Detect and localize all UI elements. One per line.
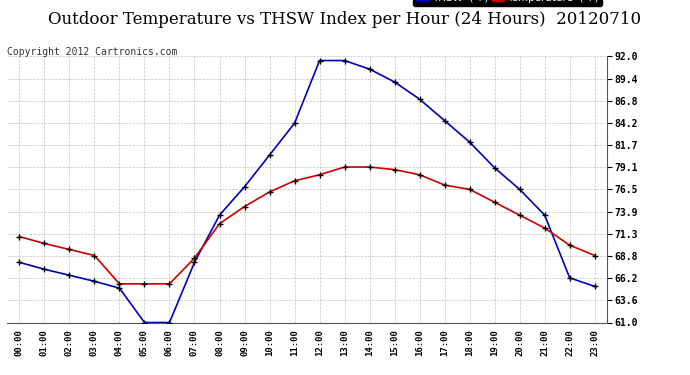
Text: Outdoor Temperature vs THSW Index per Hour (24 Hours)  20120710: Outdoor Temperature vs THSW Index per Ho… bbox=[48, 11, 642, 28]
Text: Copyright 2012 Cartronics.com: Copyright 2012 Cartronics.com bbox=[7, 47, 177, 57]
Legend: THSW  (°F), Temperature  (°F): THSW (°F), Temperature (°F) bbox=[413, 0, 602, 6]
